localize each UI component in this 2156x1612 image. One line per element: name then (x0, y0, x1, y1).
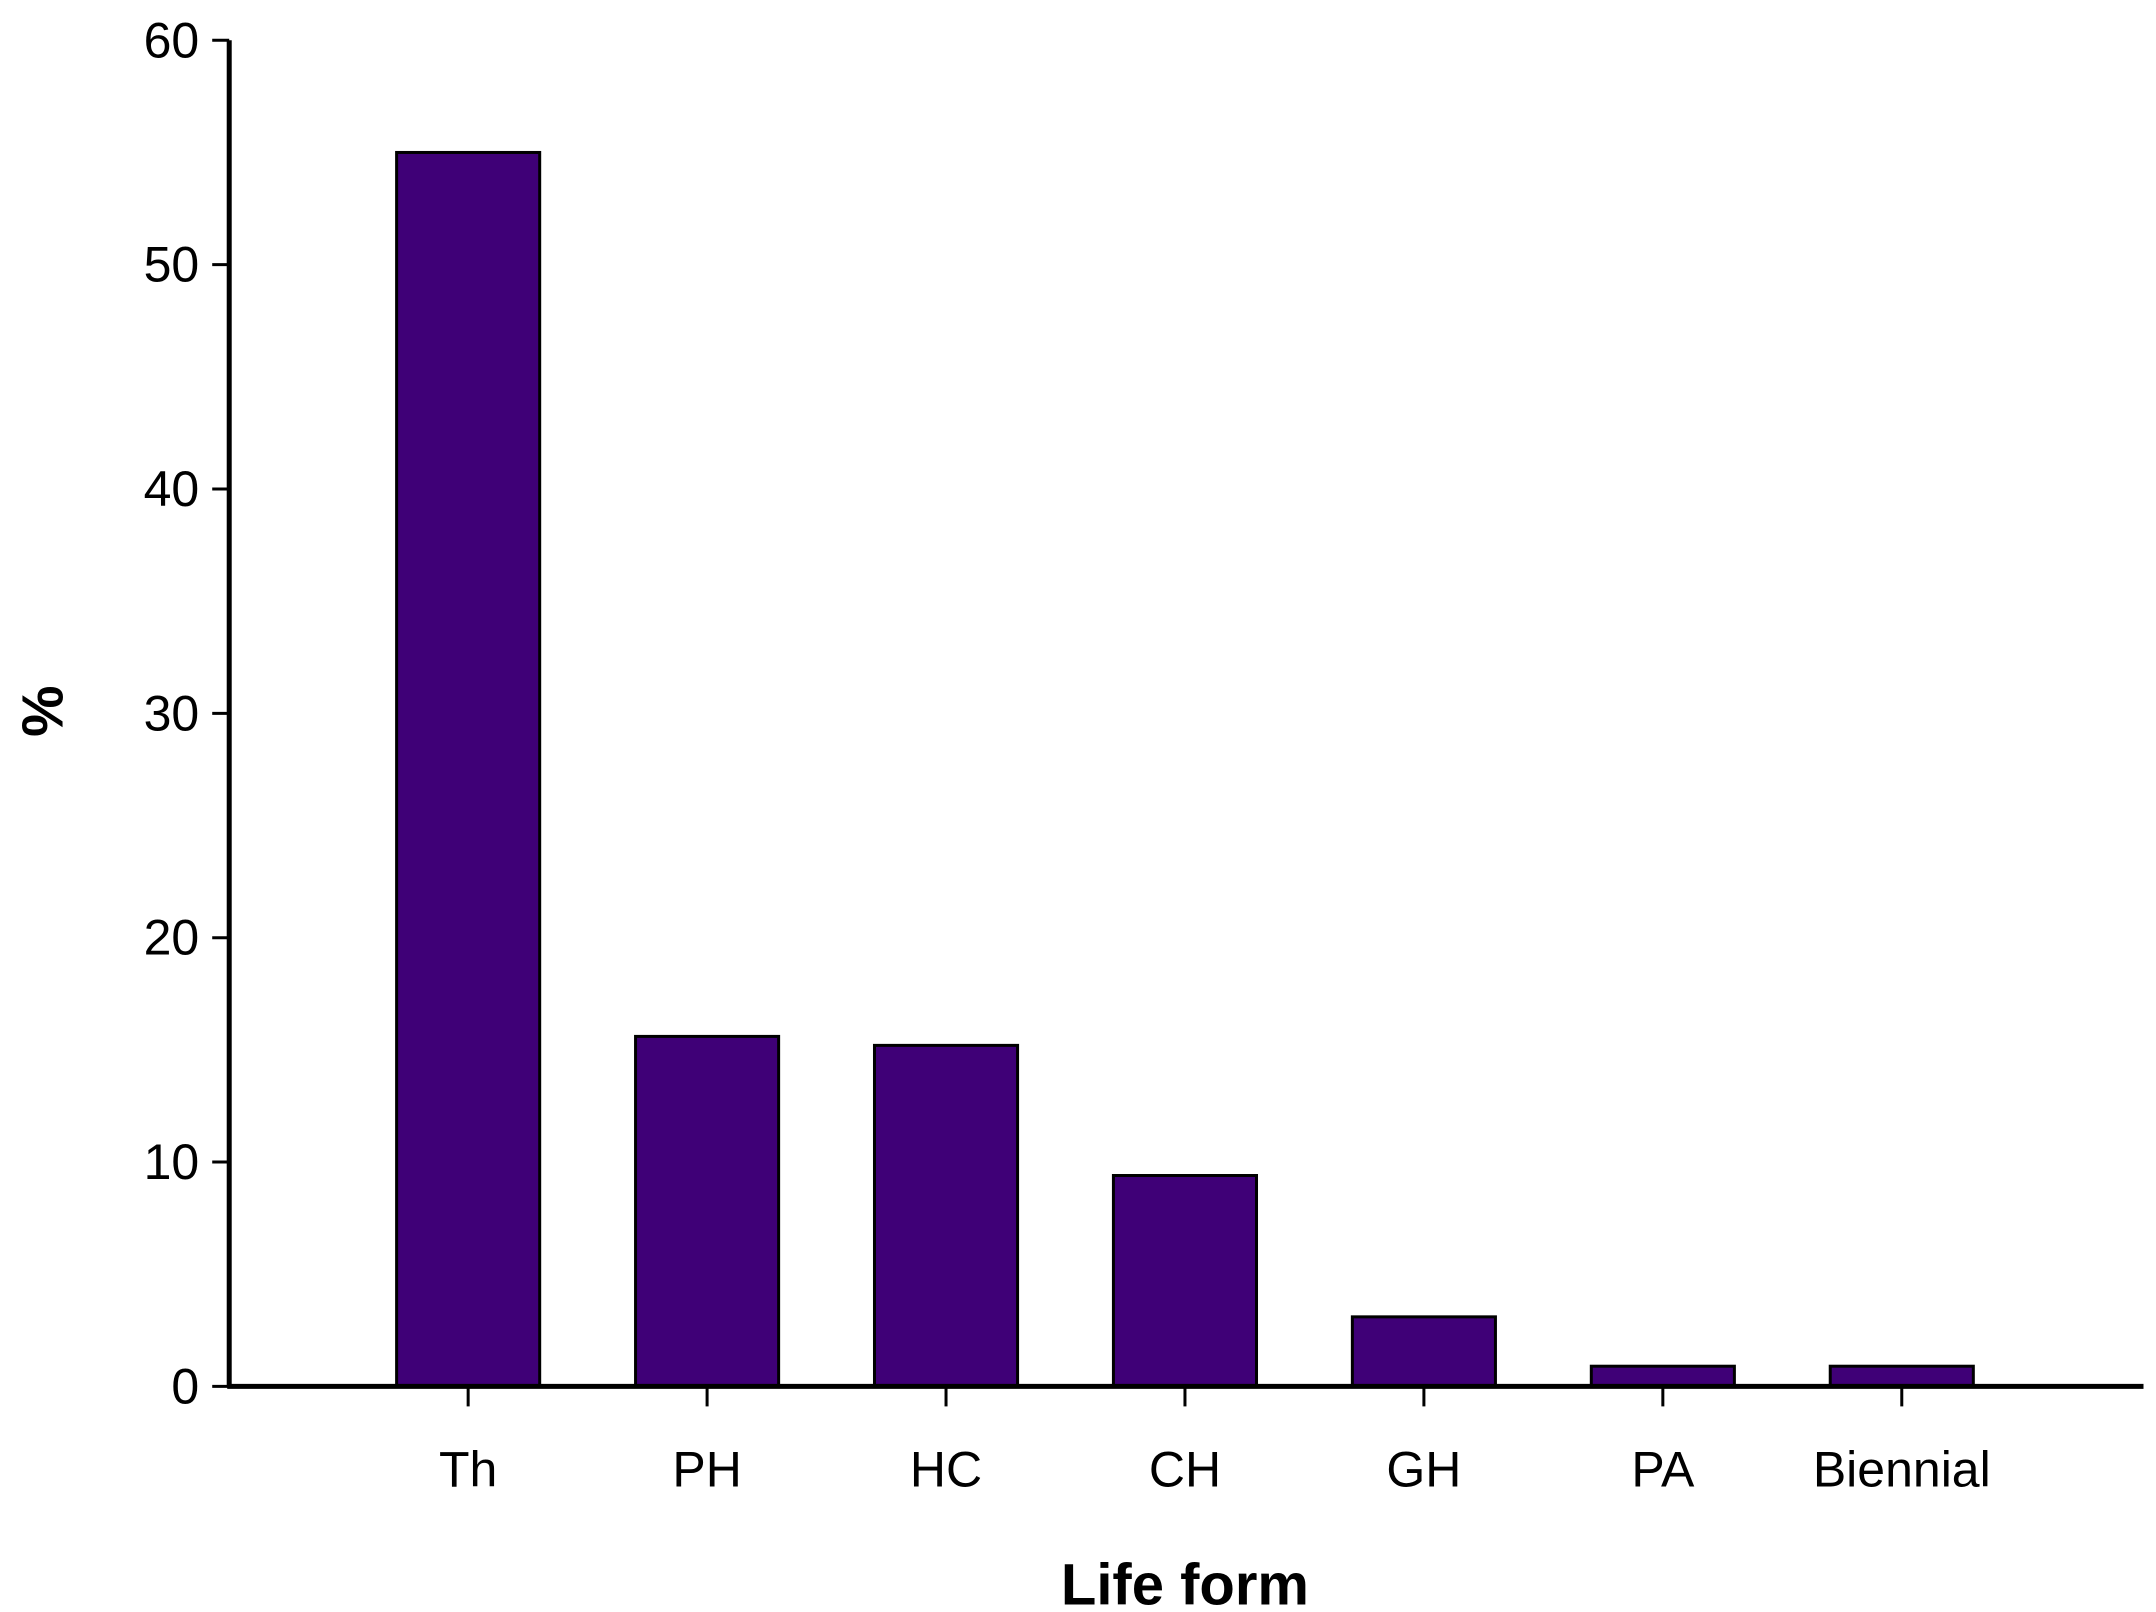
bar-gh (1350, 1315, 1497, 1388)
bar-hc (872, 1043, 1020, 1388)
labels-layer: 0 10 20 30 40 50 60 Th PH HC CH GH PA Biennial (144, 12, 1991, 1497)
y-tick-label: 60 (144, 12, 200, 68)
y-tick-label: 50 (144, 237, 200, 293)
x-tick-label: PA (1631, 1441, 1695, 1497)
y-axis-title: % (11, 685, 76, 737)
y-tick-label: 40 (144, 461, 200, 517)
x-tick-label: CH (1149, 1441, 1221, 1497)
bar-biennial (1828, 1364, 1975, 1388)
y-tick-label: 10 (144, 1134, 200, 1190)
x-tick-label: PH (672, 1441, 741, 1497)
x-tick-label: HC (910, 1441, 982, 1497)
x-tick-label: Th (439, 1441, 497, 1497)
bars-layer (395, 150, 1975, 1388)
bar-pa (1589, 1364, 1736, 1388)
bar-ph (634, 1034, 781, 1388)
y-tick-label: 20 (144, 910, 200, 966)
x-axis-title: Life form (1061, 1552, 1309, 1612)
bar-ch (1111, 1174, 1259, 1388)
x-tick-label: GH (1386, 1441, 1461, 1497)
y-tick-label: 0 (171, 1358, 199, 1414)
axes-layer (212, 38, 2144, 1407)
x-tick-label: Biennial (1813, 1441, 1991, 1497)
bar-th (395, 150, 542, 1388)
y-tick-label: 30 (144, 685, 200, 741)
